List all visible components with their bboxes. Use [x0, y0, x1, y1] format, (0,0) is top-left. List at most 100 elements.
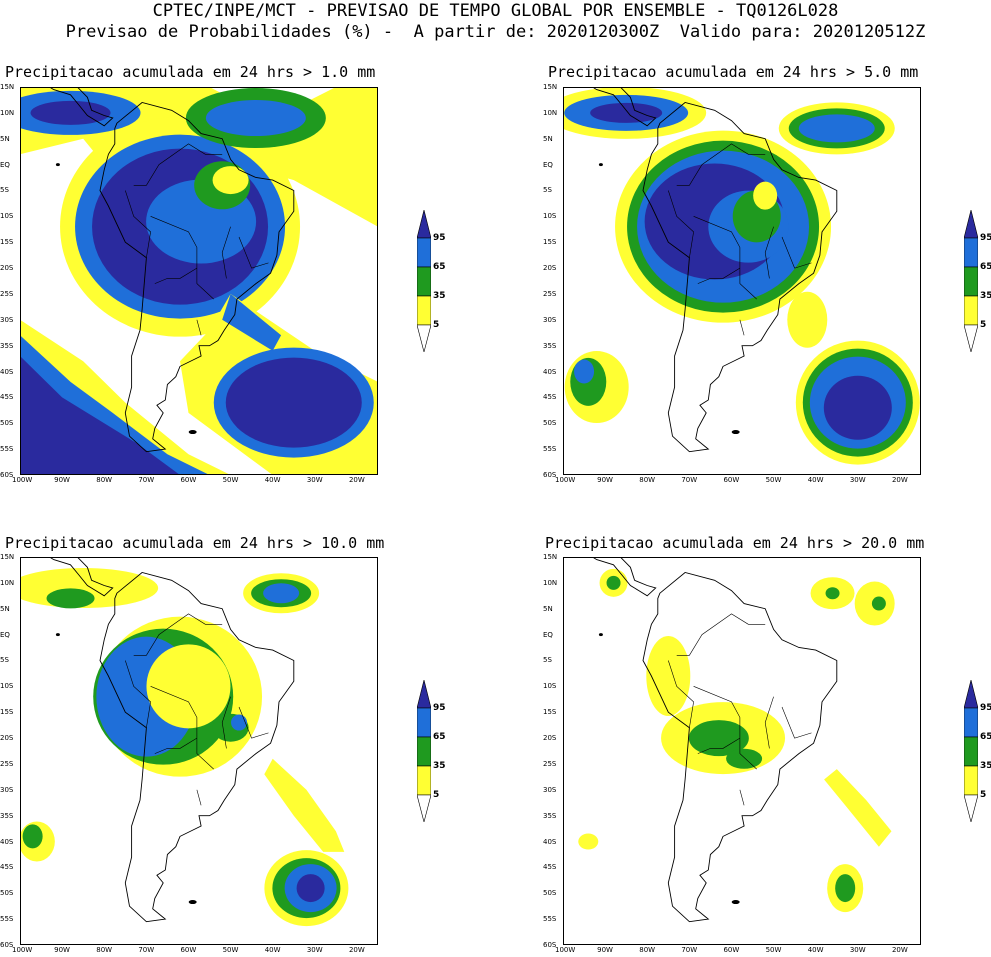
country-border: [781, 706, 812, 739]
lat-tick-label: 50S: [0, 419, 14, 428]
country-border: [781, 236, 812, 269]
lat-tick-label: 30S: [543, 785, 557, 794]
lat-tick-label: 55S: [0, 445, 14, 454]
lat-tick-label: 50S: [543, 419, 557, 428]
panel-3-colorbar: [416, 679, 432, 824]
prob-area-c65: [798, 114, 875, 143]
prob-area-c35: [871, 596, 886, 611]
prob-area-c95: [823, 375, 892, 440]
colorbar-label: 35: [980, 291, 991, 301]
country-border: [668, 190, 694, 258]
colorbar-35: [416, 266, 432, 297]
colorbar-label: 95: [980, 703, 991, 713]
lat-tick-label: EQ: [543, 630, 553, 639]
lat-tick-label: 55S: [543, 915, 557, 924]
south-america-coastline: [99, 102, 295, 453]
lat-tick-label: 15S: [0, 238, 14, 247]
country-border: [739, 268, 757, 300]
lon-tick-label: 80W: [96, 476, 113, 484]
lat-tick-label: 55S: [0, 915, 14, 924]
prob-area-c5: [646, 635, 691, 716]
colorbar-below-5: [416, 324, 432, 354]
panel-2-map: [563, 87, 921, 475]
colorbar-95: [963, 679, 979, 709]
prob-area-c65: [20, 90, 141, 135]
panel-1-title: Precipitacao acumulada em 24 hrs > 1.0 m…: [5, 63, 376, 81]
lon-tick-label: 20W: [891, 946, 908, 954]
prob-area-c35: [22, 824, 43, 849]
colorbar-label: 95: [433, 233, 446, 243]
country-border: [154, 737, 198, 754]
country-border: [125, 190, 151, 258]
lat-tick-label: 10N: [0, 108, 15, 117]
lat-tick-label: 10S: [0, 212, 14, 221]
lat-tick-label: 10S: [0, 682, 14, 691]
country-border: [196, 789, 202, 806]
country-border: [221, 696, 231, 749]
prob-area-c35: [688, 720, 749, 757]
panel-4-title: Precipitacao acumulada em 24 hrs > 20.0 …: [545, 534, 925, 552]
colorbar-label: 35: [980, 761, 991, 771]
lon-tick-label: 30W: [849, 946, 866, 954]
colorbar-label: 5: [433, 320, 440, 330]
country-border: [150, 216, 198, 269]
lat-tick-label: 25S: [0, 289, 14, 298]
colorbar-label: 65: [433, 732, 446, 742]
lon-tick-label: 20W: [348, 476, 365, 484]
prob-area-c65: [574, 359, 595, 384]
colorbar-label: 95: [433, 703, 446, 713]
colorbar-label: 95: [980, 233, 991, 243]
colorbar-below-5: [963, 324, 979, 354]
country-border: [238, 236, 269, 269]
lon-tick-label: 40W: [264, 476, 281, 484]
lat-tick-label: EQ: [0, 630, 10, 639]
country-border: [739, 319, 745, 336]
galapagos-islands: [55, 633, 60, 637]
lat-tick-label: 35S: [543, 811, 557, 820]
lat-tick-label: 35S: [0, 341, 14, 350]
prob-area-c95: [225, 357, 362, 448]
lat-tick-label: 5S: [0, 656, 9, 665]
lat-tick-label: 5N: [0, 604, 10, 613]
country-border: [693, 216, 741, 269]
chart-title-line2: Previsao de Probabilidades (%) - A parti…: [65, 22, 926, 42]
lat-tick-label: EQ: [543, 160, 553, 169]
prob-area-c35: [726, 748, 763, 769]
lat-tick-label: 50S: [543, 889, 557, 898]
lon-tick-label: 70W: [681, 476, 698, 484]
lon-tick-label: 50W: [765, 476, 782, 484]
lat-tick-label: 15N: [543, 83, 558, 91]
prob-area-c5: [212, 166, 249, 195]
panel-3-map: [20, 557, 378, 945]
lat-tick-label: 60S: [0, 471, 14, 479]
lat-tick-label: 40S: [0, 837, 14, 846]
prob-area-c5: [264, 758, 345, 852]
lat-tick-label: 40S: [543, 367, 557, 376]
country-border: [739, 789, 745, 806]
central-america-coastline: [563, 557, 657, 597]
lon-tick-label: 90W: [597, 946, 613, 954]
south-america-coastline: [642, 572, 838, 923]
panel-1-colorbar: [416, 209, 432, 354]
prob-area-c65: [263, 583, 300, 604]
country-border: [221, 226, 231, 279]
lat-tick-label: 15S: [543, 238, 557, 247]
lat-tick-label: 20S: [543, 264, 557, 273]
prob-area-c65: [231, 714, 248, 731]
lon-tick-label: 30W: [306, 946, 323, 954]
lat-tick-label: 30S: [543, 315, 557, 324]
lat-tick-label: 35S: [543, 341, 557, 350]
colorbar-35: [416, 736, 432, 767]
lat-tick-label: 60S: [0, 941, 14, 949]
lat-tick-label: 50S: [0, 889, 14, 898]
country-border: [196, 268, 214, 300]
lat-tick-label: 60S: [543, 471, 557, 479]
map-frame: [20, 557, 378, 945]
colorbar-below-5: [963, 794, 979, 824]
colorbar-label: 35: [433, 291, 446, 301]
lat-tick-label: 30S: [0, 315, 14, 324]
lat-tick-label: 25S: [0, 759, 14, 768]
lat-tick-label: 55S: [543, 445, 557, 454]
lon-tick-label: 30W: [306, 476, 323, 484]
lon-tick-label: 60W: [723, 476, 740, 484]
